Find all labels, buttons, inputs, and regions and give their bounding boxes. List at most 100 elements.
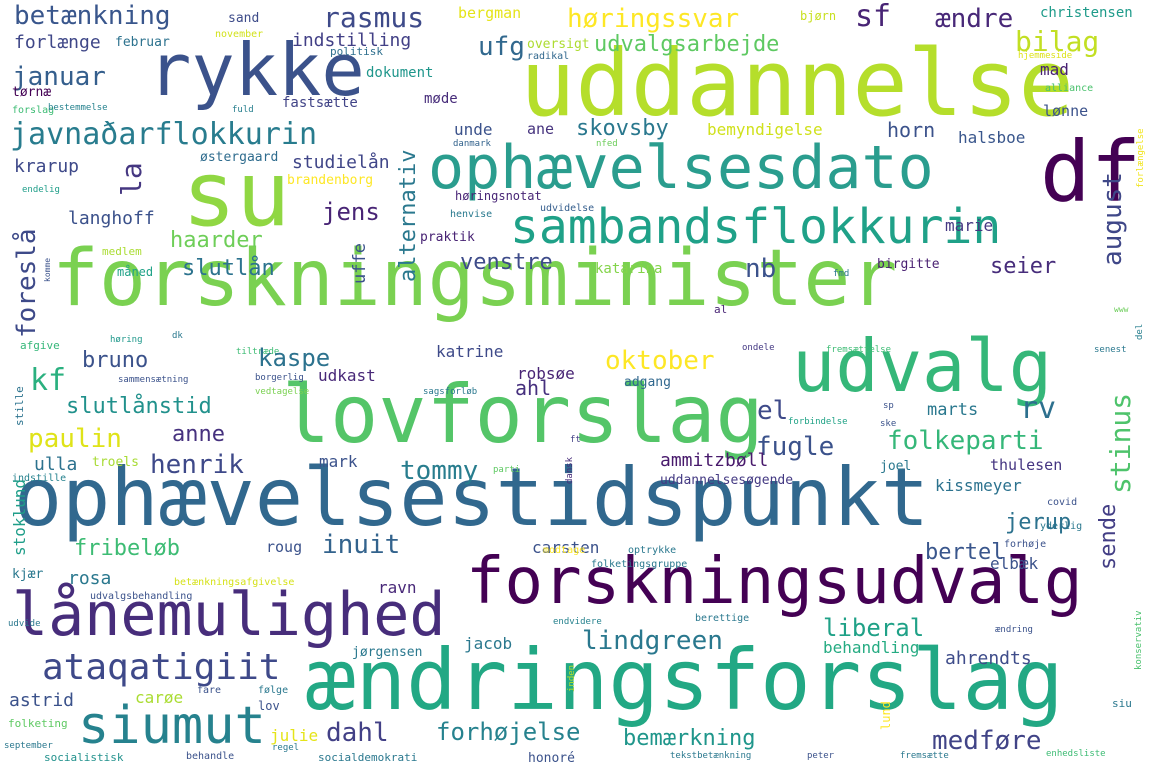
word-www: www [1114, 305, 1129, 314]
word-betaenkning: betænkning [14, 1, 171, 31]
word-rykke: rykke [148, 28, 365, 112]
word-peter: peter [807, 751, 835, 761]
word-kf: kf [30, 363, 67, 398]
word-fremsaette: fremsætte [900, 751, 949, 761]
word-jorgensen: jørgensen [352, 645, 423, 660]
word-forlaenge: forlænge [14, 32, 101, 53]
word-aendringsforslag: ændringsforslag [305, 631, 1064, 729]
word-jens: jens [322, 198, 380, 226]
word-elbaek: elbæk [990, 554, 1039, 573]
word-foresla: foreslå [12, 228, 42, 338]
word-betaenkningsafgivelse: betænkningsafgivelse [174, 577, 295, 588]
word-nb: nb [745, 254, 777, 284]
word-fmd: fmd [833, 269, 850, 279]
word-slutlan: slutlån [182, 256, 275, 281]
word-katrine: katrine [436, 342, 504, 361]
word-dk: dk [172, 331, 183, 341]
word-folge: følge [258, 685, 289, 696]
word-covid: covid [1047, 497, 1078, 508]
word-ft: ft [570, 435, 581, 445]
word-senest: senest [1094, 345, 1127, 355]
word-bruno: bruno [82, 348, 149, 373]
word-bertel: bertel [925, 540, 1005, 565]
word-yderlig: yderlig [1040, 521, 1083, 532]
word-langhoff: langhoff [68, 208, 155, 229]
word-socialistisk: socialistisk [44, 751, 124, 764]
word-stoklund: stoklund [10, 478, 29, 556]
word-modtage: modtage [543, 545, 586, 556]
word-indstilling: indstilling [292, 30, 412, 51]
word-udvalgsbehandling: udvalgsbehandling [90, 591, 193, 602]
word-forskningsminister: forskningsminister [52, 234, 898, 324]
word-ophaevelsesdato: ophævelsesdato [428, 133, 934, 203]
word-forskningsudvalg: forskningsudvalg [466, 545, 1083, 619]
word-bjorn: bjørn [800, 9, 837, 23]
word-dansk: dansk [565, 456, 575, 484]
word-sf: sf [855, 0, 892, 34]
word-praktik: praktik [420, 230, 475, 245]
word-fremsaettelse: fremsættelse [826, 345, 892, 355]
word-inuit: inuit [322, 530, 401, 560]
word-lovforslag: lovforslag [282, 368, 764, 461]
word-marie: marie [945, 216, 994, 235]
word-bilag: bilag [1015, 25, 1100, 58]
word-horingssvar: høringssvar [567, 4, 740, 34]
word-katarina: katarina [595, 261, 663, 277]
word-anne: anne [172, 422, 225, 447]
word-fribelob: fribeløb [74, 536, 180, 561]
word-unde: unde [454, 120, 493, 139]
word-roug: roug [266, 538, 303, 556]
word-la: la [115, 162, 148, 196]
word-folketingsgruppe: folketingsgruppe [591, 559, 688, 570]
word-sammensaetning: sammensætning [118, 375, 189, 385]
word-alternativ: alternativ [396, 149, 421, 282]
word-siu: siu [1112, 697, 1132, 710]
word-fastsaette: fastsætte [282, 95, 358, 111]
word-indstille: indstille [12, 473, 67, 484]
word-ane: ane [527, 120, 555, 138]
word-forslag: forslag [12, 105, 55, 116]
word-ostergaard: østergaard [200, 150, 279, 165]
word-konservativ: konservativ [1134, 610, 1144, 670]
word-sende: sende [1096, 503, 1121, 570]
word-bemyndigelse: bemyndigelse [707, 120, 823, 139]
word-javnadarflokkurin: javnaðarflokkurin [10, 117, 318, 152]
word-januar: januar [12, 62, 106, 92]
word-september: september [4, 741, 53, 751]
word-rv: rv [1020, 391, 1057, 426]
word-uffe: uffe [350, 243, 370, 284]
word-krarup: krarup [14, 156, 80, 177]
word-venstre: venstre [460, 250, 553, 275]
word-februar: februar [115, 35, 170, 50]
word-udvalgsarbejde: udvalgsarbejde [594, 32, 780, 57]
word-dahl: dahl [326, 718, 389, 748]
word-kissmeyer: kissmeyer [935, 476, 1022, 495]
word-dokument: dokument [366, 65, 434, 81]
word-endelig: endelig [22, 185, 60, 195]
word-paulin: paulin [28, 424, 122, 454]
word-parti: parti [493, 465, 521, 475]
word-troels: troels [92, 455, 139, 470]
word-lund: lund [879, 701, 893, 730]
word-forhoje: forhøje [1004, 539, 1047, 550]
word-ataqatigiit: ataqatigiit [42, 647, 281, 688]
word-uddannelse: uddannelse [520, 30, 1074, 137]
word-ophaevelsestidspunkt: ophævelsestidspunkt [14, 451, 930, 544]
word-caroe: carøe [135, 688, 184, 707]
word-tekstbetaenkning: tekstbetænkning [670, 751, 752, 761]
word-udvalg: udvalg [792, 324, 1053, 408]
word-udkast: udkast [318, 366, 376, 385]
word-birgitte: birgitte [877, 257, 940, 272]
word-endvidere: endvidere [553, 617, 602, 627]
word-ahrendts: ahrendts [945, 648, 1032, 669]
word-medlem: medlem [102, 245, 142, 258]
word-bergman: bergman [458, 4, 522, 22]
word-su: su [182, 142, 291, 247]
word-ahl: ahl [515, 376, 552, 400]
word-enhedsliste: enhedsliste [1046, 749, 1106, 759]
word-behandling: behandling [823, 638, 920, 657]
word-danmark: danmark [453, 139, 491, 149]
word-ammitzboll: ammitzbøll [660, 450, 769, 471]
word-tiltraede: tiltræde [236, 347, 280, 357]
word-jerup: jerup [1005, 510, 1072, 535]
